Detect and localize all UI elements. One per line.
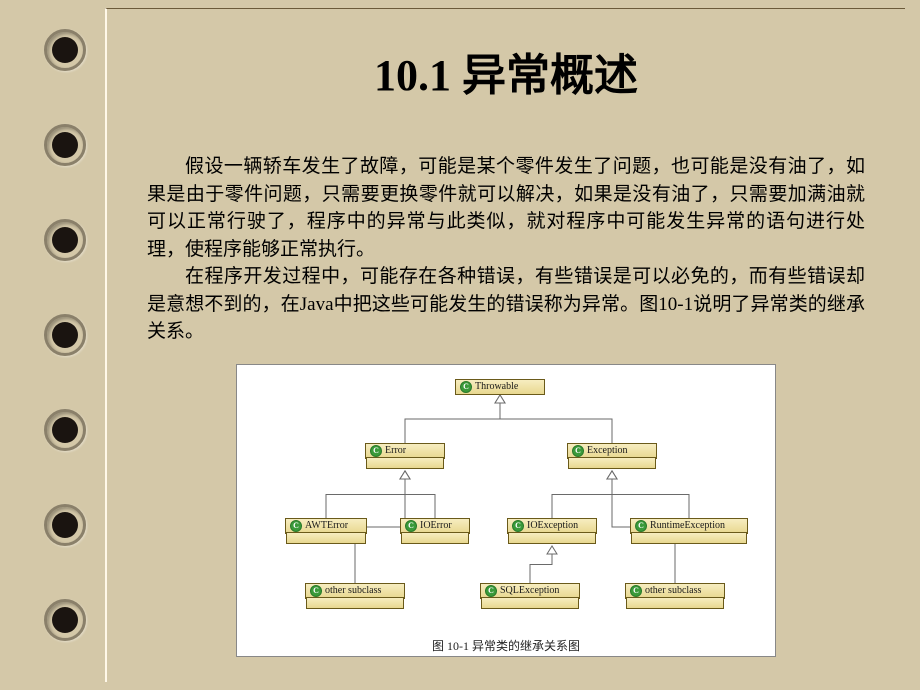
class-label: Error bbox=[385, 445, 406, 456]
class-badge-icon: C bbox=[370, 445, 382, 457]
class-compartment bbox=[306, 597, 404, 609]
class-badge-icon: C bbox=[460, 381, 472, 393]
class-badge-icon: C bbox=[512, 520, 524, 532]
class-compartment bbox=[366, 457, 444, 469]
class-node-error: CError bbox=[365, 443, 445, 459]
class-node-sqlexception: CSQLException bbox=[480, 583, 580, 599]
class-compartment bbox=[631, 532, 747, 544]
class-badge-icon: C bbox=[310, 585, 322, 597]
class-node-runtimeexception: CRuntimeException bbox=[630, 518, 748, 534]
section-title: 10.1 异常概述 bbox=[147, 39, 865, 103]
binder-hole bbox=[35, 210, 95, 270]
class-label: RuntimeException bbox=[650, 520, 725, 531]
paragraph-2: 在程序开发过程中，可能存在各种错误，有些错误是可以必免的，而有些错误却是意想不到… bbox=[147, 263, 865, 346]
class-node-awterror: CAWTError bbox=[285, 518, 367, 534]
class-label: IOException bbox=[527, 520, 578, 531]
diagram-caption: 图 10-1 异常类的继承关系图 bbox=[245, 637, 767, 654]
diagram-container: CThrowableCErrorCExceptionCAWTErrorCIOEr… bbox=[236, 364, 776, 657]
class-hierarchy-diagram: CThrowableCErrorCExceptionCAWTErrorCIOEr… bbox=[245, 373, 769, 633]
binder-hole bbox=[35, 495, 95, 555]
class-badge-icon: C bbox=[572, 445, 584, 457]
class-label: SQLException bbox=[500, 585, 559, 596]
class-badge-icon: C bbox=[290, 520, 302, 532]
class-node-ioerror: CIOError bbox=[400, 518, 470, 534]
binder-hole bbox=[35, 20, 95, 80]
class-node-otherexc: Cother subclass bbox=[625, 583, 725, 599]
class-badge-icon: C bbox=[630, 585, 642, 597]
class-node-exception: CException bbox=[567, 443, 657, 459]
class-compartment bbox=[568, 457, 656, 469]
class-compartment bbox=[481, 597, 579, 609]
class-compartment bbox=[401, 532, 469, 544]
binder-hole bbox=[35, 590, 95, 650]
class-node-ioexception: CIOException bbox=[507, 518, 597, 534]
binder-hole bbox=[35, 115, 95, 175]
class-label: AWTError bbox=[305, 520, 348, 531]
class-compartment bbox=[286, 532, 366, 544]
slide-content: 10.1 异常概述 假设一辆轿车发生了故障，可能是某个零件发生了问题，也可能是没… bbox=[105, 8, 905, 682]
class-label: other subclass bbox=[325, 585, 381, 596]
paragraph-1: 假设一辆轿车发生了故障，可能是某个零件发生了问题，也可能是没有油了，如果是由于零… bbox=[147, 153, 865, 263]
class-label: Throwable bbox=[475, 381, 518, 392]
class-node-othererr: Cother subclass bbox=[305, 583, 405, 599]
binder-hole bbox=[35, 400, 95, 460]
class-node-throwable: CThrowable bbox=[455, 379, 545, 395]
body-text: 假设一辆轿车发生了故障，可能是某个零件发生了问题，也可能是没有油了，如果是由于零… bbox=[147, 153, 865, 346]
class-badge-icon: C bbox=[405, 520, 417, 532]
class-label: Exception bbox=[587, 445, 628, 456]
class-badge-icon: C bbox=[635, 520, 647, 532]
class-compartment bbox=[626, 597, 724, 609]
class-compartment bbox=[508, 532, 596, 544]
class-badge-icon: C bbox=[485, 585, 497, 597]
binder-hole bbox=[35, 305, 95, 365]
class-label: IOError bbox=[420, 520, 452, 531]
class-label: other subclass bbox=[645, 585, 701, 596]
